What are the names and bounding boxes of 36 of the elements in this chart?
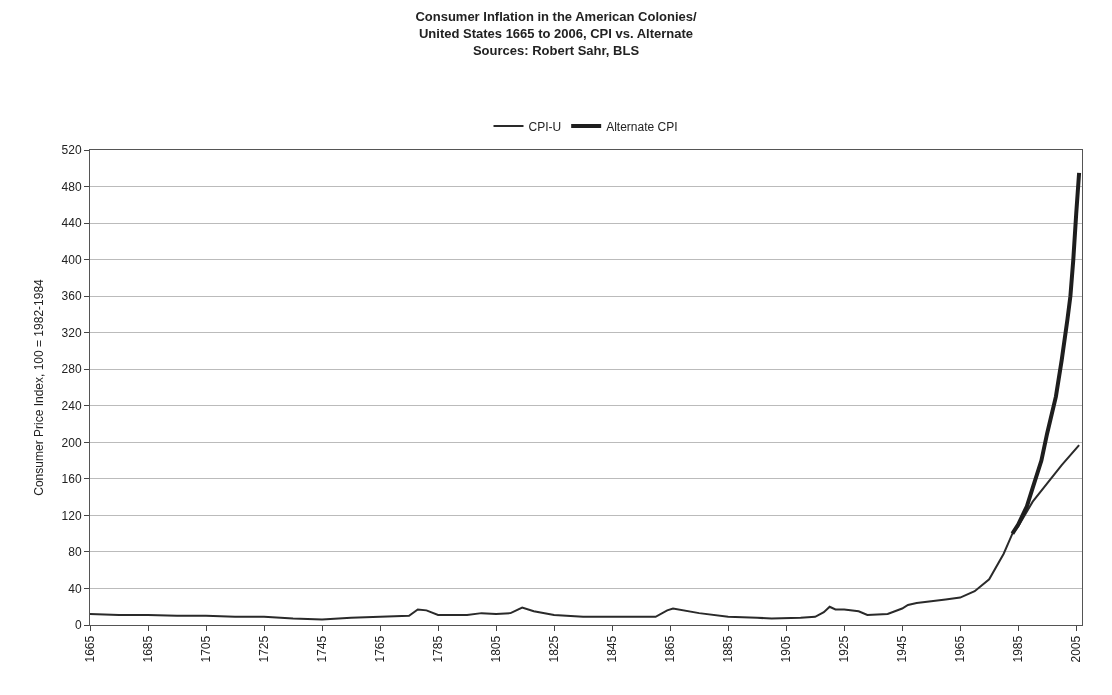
x-tick-label: 1825 <box>546 635 561 663</box>
y-axis-title: Consumer Price Index, 100 = 1982-1984 <box>31 278 46 496</box>
y-tick-label: 480 <box>61 179 82 194</box>
y-tick-label: 80 <box>68 545 82 560</box>
x-tick-label: 1945 <box>895 635 910 663</box>
legend-label: Alternate CPI <box>606 119 678 134</box>
y-tick-label: 400 <box>61 252 82 267</box>
x-tick-label: 1765 <box>372 635 387 663</box>
y-tick-label: 280 <box>61 362 82 377</box>
y-tick-label: 520 <box>61 143 82 158</box>
x-tick-label: 1865 <box>663 635 678 663</box>
y-tick-label: 440 <box>61 216 82 231</box>
x-tick-label: 1925 <box>837 635 852 663</box>
y-tick-label: 0 <box>74 618 82 633</box>
x-tick-label: 1905 <box>779 635 794 663</box>
y-tick-label: 160 <box>61 472 82 487</box>
y-tick-label: 40 <box>68 581 82 596</box>
x-tick-label: 1745 <box>314 635 329 663</box>
x-tick-label: 1885 <box>721 635 736 663</box>
y-tick-label: 360 <box>61 289 82 304</box>
x-tick-label: 1665 <box>82 635 97 663</box>
x-tick-label: 2005 <box>1069 635 1084 663</box>
x-tick-label: 1845 <box>605 635 620 663</box>
x-tick-label: 1805 <box>488 635 503 663</box>
x-tick-label: 1685 <box>140 635 155 663</box>
x-tick-label: 1785 <box>430 635 445 663</box>
x-tick-label: 1965 <box>953 635 968 663</box>
y-tick-label: 320 <box>61 325 82 340</box>
chart-title: Consumer Inflation in the American Colonies/ United States 1665 to 2006, CPI vs. Alternate Sources: Robert Sahr, BLS <box>415 8 697 58</box>
x-tick-label: 1705 <box>198 635 213 663</box>
y-tick-label: 120 <box>61 508 82 523</box>
y-tick-label: 240 <box>61 398 82 413</box>
x-tick-label: 1985 <box>1011 635 1026 663</box>
y-tick-label: 200 <box>61 435 82 450</box>
x-tick-label: 1725 <box>256 635 271 663</box>
legend-label: CPI-U <box>528 119 562 134</box>
